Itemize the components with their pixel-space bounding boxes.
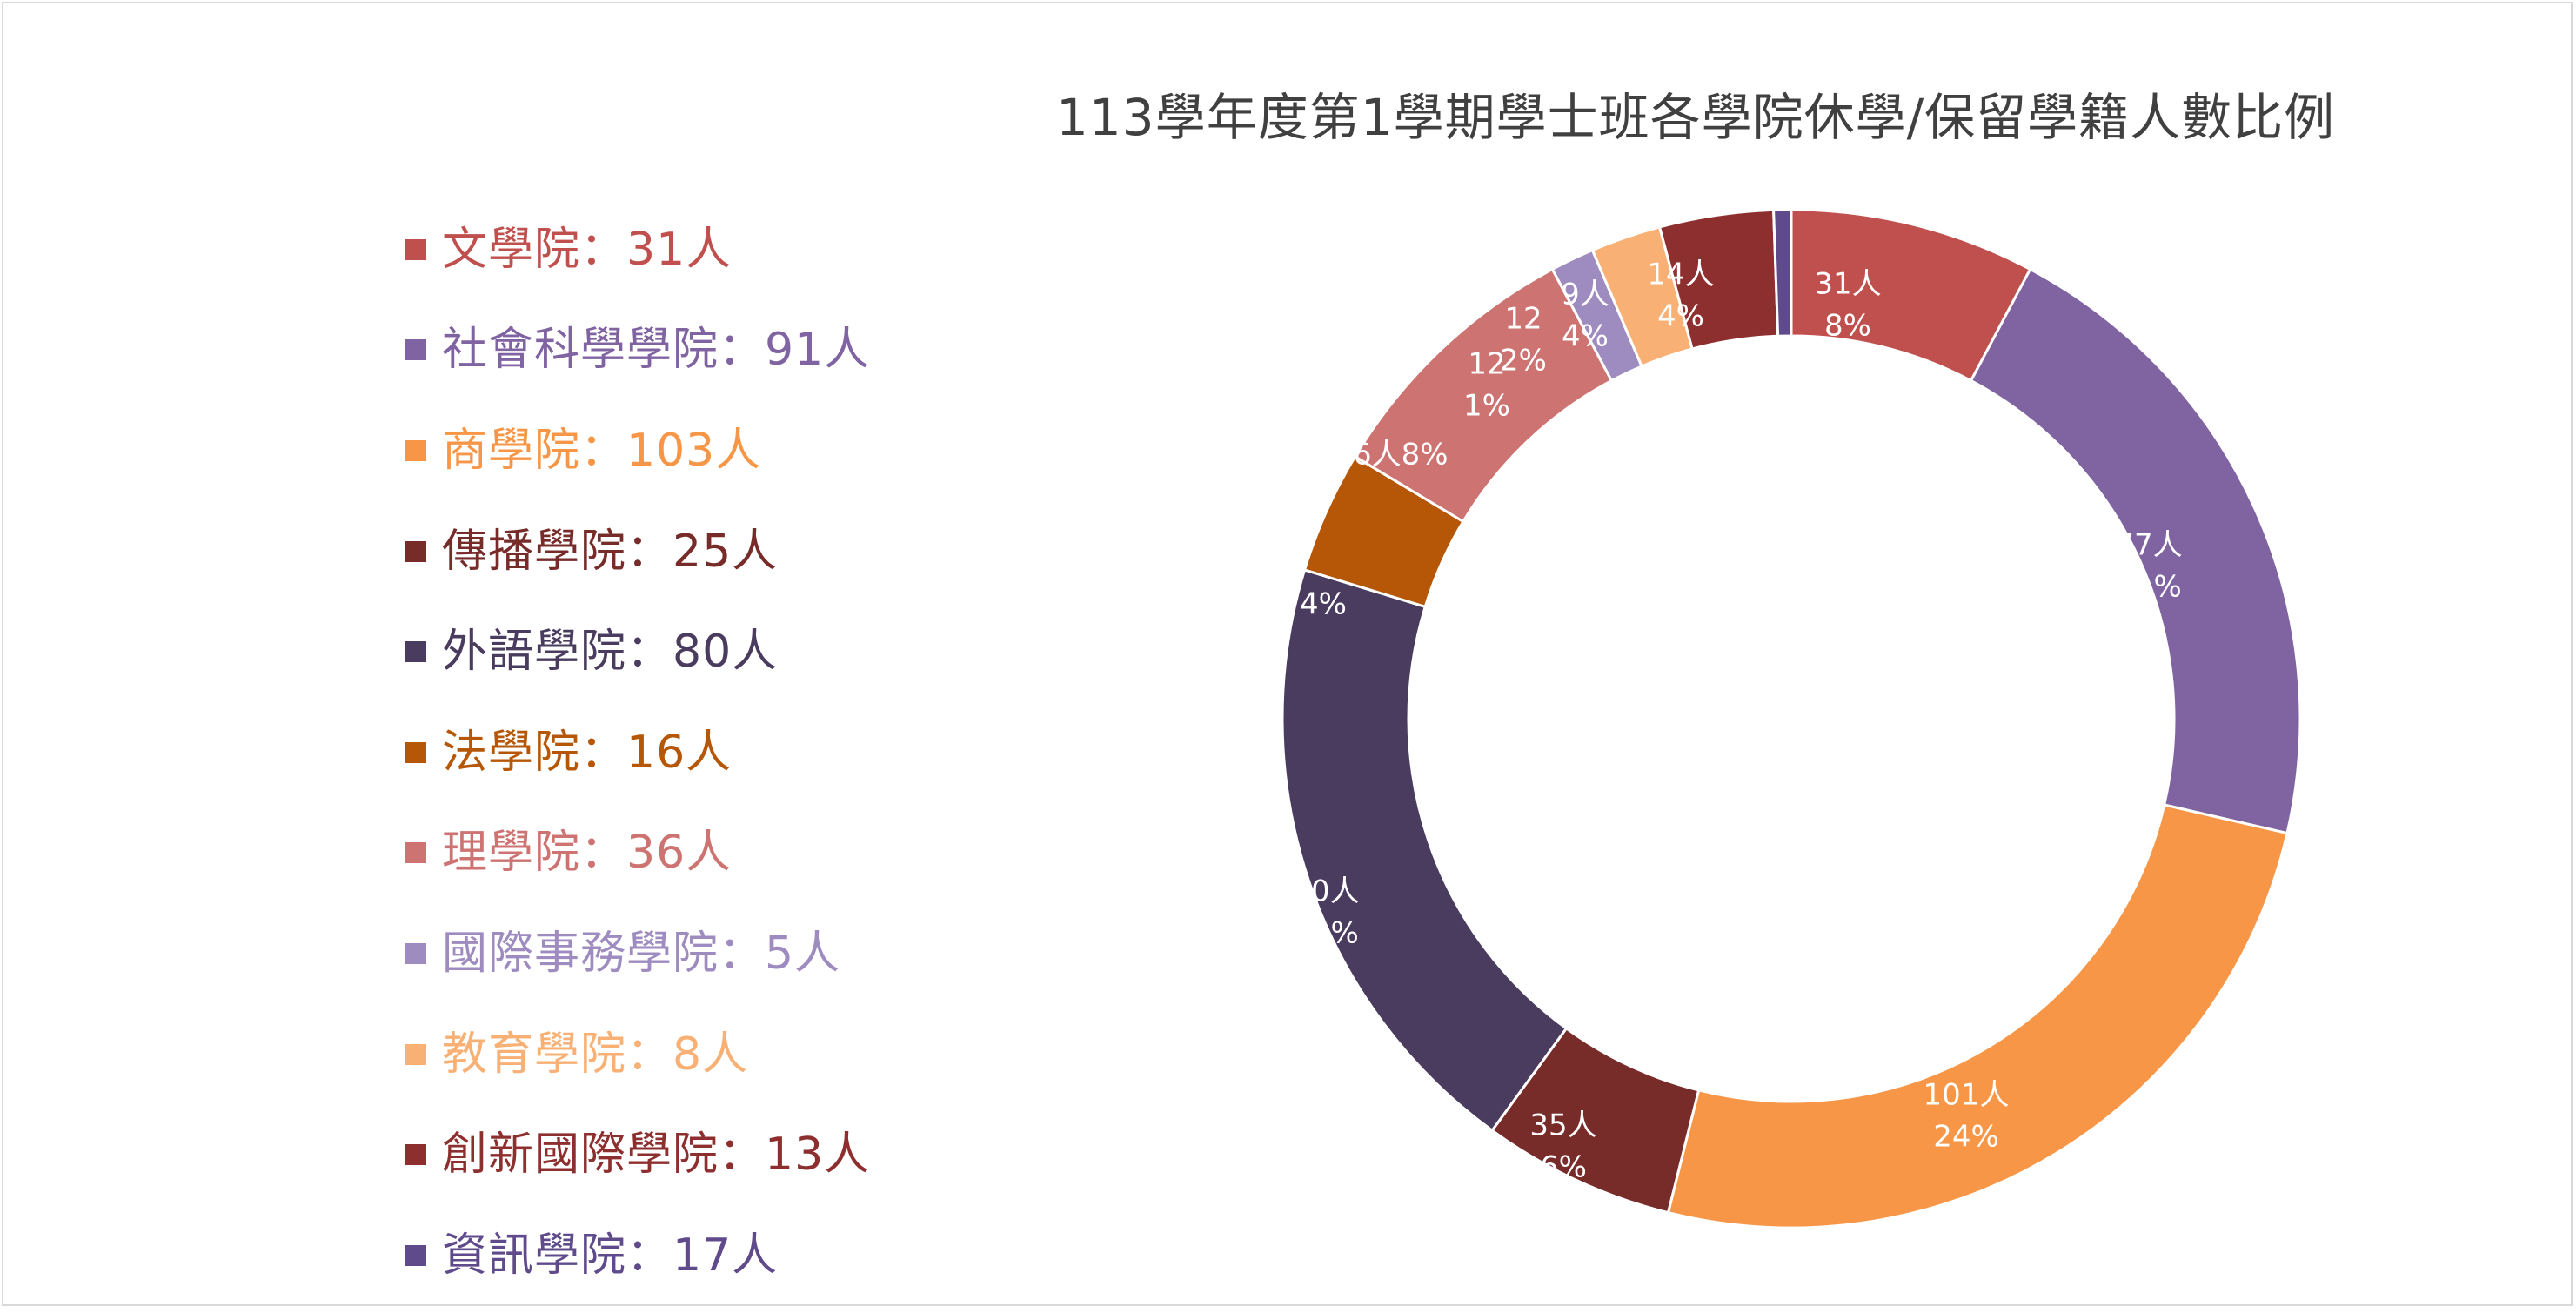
legend-item: 法學院：16人 bbox=[405, 702, 971, 803]
legend-item: 商學院：103人 bbox=[405, 400, 971, 501]
donut-slice bbox=[1302, 454, 1465, 609]
slice-label-text: 31人 bbox=[1814, 267, 1881, 302]
legend-label: 資訊學院：17人 bbox=[442, 1229, 779, 1282]
legend-item: 傳播學院：25人 bbox=[405, 501, 971, 602]
slice-label-text: 14人 bbox=[1647, 258, 1714, 292]
legend-label: 教育學院：8人 bbox=[442, 1028, 749, 1081]
slice-label-text: 6% bbox=[1540, 1150, 1587, 1185]
legend-item: 理學院：36人 bbox=[405, 803, 971, 904]
slice-label-text: 21% bbox=[2116, 570, 2182, 605]
slice-label-text: 12人 4% bbox=[1223, 587, 1347, 622]
donut-slice bbox=[1666, 803, 2289, 1229]
legend-swatch bbox=[405, 1244, 426, 1266]
donut-slice bbox=[1490, 1026, 1701, 1215]
slice-data-label: 36人8% bbox=[1334, 438, 1448, 472]
legend-swatch bbox=[405, 942, 426, 964]
legend-swatch bbox=[405, 1043, 426, 1065]
legend-label: 文學院：31人 bbox=[442, 223, 733, 276]
legend-label: 傳播學院：25人 bbox=[442, 525, 779, 578]
donut-slice bbox=[1590, 225, 1694, 368]
slice-data-label: 9人4% bbox=[1561, 278, 1609, 354]
legend-label: 外語學院：80人 bbox=[442, 626, 779, 679]
legend-swatch bbox=[405, 641, 426, 663]
donut-slice bbox=[1281, 568, 1569, 1133]
slice-data-label: 121% bbox=[1463, 347, 1510, 424]
legend-label: 商學院：103人 bbox=[442, 424, 762, 477]
donut-slice bbox=[1790, 208, 2032, 383]
donut-slice bbox=[1550, 248, 1644, 383]
slice-label-text: 19% bbox=[1293, 916, 1359, 951]
slice-label-text: 8% bbox=[1824, 309, 1871, 344]
legend-swatch bbox=[405, 238, 426, 260]
legend-item: 國際事務學院：5人 bbox=[405, 903, 971, 1004]
legend-label: 社會科學學院：91人 bbox=[442, 324, 871, 377]
legend-swatch bbox=[405, 1144, 426, 1166]
legend-item: 社會科學學院：91人 bbox=[405, 300, 971, 401]
slice-label-text: 12 bbox=[1504, 302, 1542, 337]
slice-data-label: 12人 4% bbox=[1223, 587, 1347, 622]
slice-label-text: 2% bbox=[1500, 344, 1547, 378]
slice-label-text: 9人 bbox=[1561, 278, 1609, 312]
legend-label: 法學院：16人 bbox=[442, 726, 733, 779]
slice-label-text: 24% bbox=[1933, 1120, 1999, 1155]
legend-swatch bbox=[405, 842, 426, 864]
legend-item: 創新國際學院：13人 bbox=[405, 1104, 971, 1205]
slice-label-text: 12 bbox=[1468, 347, 1505, 382]
slice-label-text: 35人 bbox=[1529, 1109, 1596, 1143]
legend-item: 文學院：31人 bbox=[405, 199, 971, 300]
slice-label-text: 80人 bbox=[1292, 874, 1359, 909]
slice-label-text: 101人 bbox=[1924, 1078, 2010, 1113]
legend-label: 創新國際學院：13人 bbox=[442, 1129, 871, 1182]
legend-label: 理學院：36人 bbox=[442, 827, 733, 880]
donut-slice bbox=[1353, 267, 1614, 524]
legend-swatch bbox=[405, 339, 426, 361]
legend-item: 教育學院：8人 bbox=[405, 1004, 971, 1105]
slice-data-label: 122% bbox=[1500, 302, 1547, 378]
legend-label: 國際事務學院：5人 bbox=[442, 927, 841, 980]
slice-label-text: 77人 bbox=[2115, 528, 2182, 563]
legend-swatch bbox=[405, 439, 426, 461]
slice-label-text: 4% bbox=[1562, 319, 1609, 354]
slice-label-text: 36人8% bbox=[1334, 438, 1448, 472]
slice-data-label: 101人 24% bbox=[1924, 1078, 2010, 1155]
donut-slice bbox=[1772, 208, 1793, 338]
legend-swatch bbox=[405, 540, 426, 562]
slice-label-text: 4% bbox=[1657, 299, 1704, 334]
legend-swatch bbox=[405, 741, 426, 763]
slice-label-text: 1% bbox=[1463, 389, 1510, 424]
legend: 文學院：31人社會科學學院：91人 商學院：103人 傳播學院：25人 外語學院：80… bbox=[405, 199, 971, 1306]
chart-title: 113學年度第1學期學士班各學院休學/保留學籍人數比例 bbox=[1056, 88, 2336, 147]
donut-slice bbox=[1969, 267, 2302, 835]
legend-item: 資訊學院：17人 bbox=[405, 1205, 971, 1306]
legend-item: 外語學院：80人 bbox=[405, 601, 971, 702]
donut-slice bbox=[1657, 208, 1780, 351]
